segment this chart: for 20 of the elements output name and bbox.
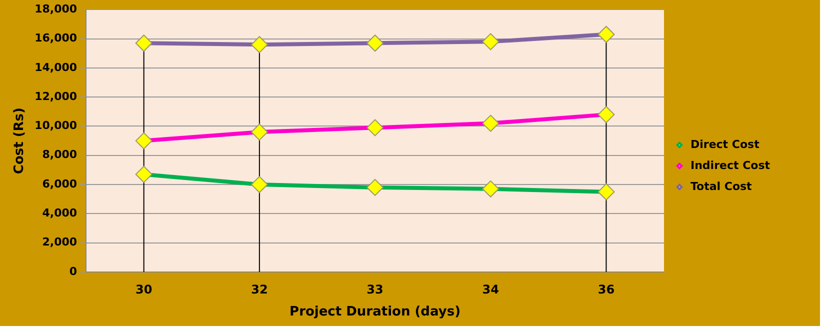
y-tick-label: 2,000: [42, 236, 78, 249]
x-tick-label: 34: [482, 282, 499, 296]
y-tick-label: 0: [69, 264, 78, 278]
x-axis-title: Project Duration (days): [290, 304, 461, 320]
legend-label: Total Cost: [690, 180, 752, 193]
y-tick-label: 12,000: [34, 90, 78, 103]
x-tick-label: 33: [366, 282, 384, 296]
y-tick-label: 14,000: [34, 60, 78, 74]
y-tick-label: 4,000: [42, 206, 78, 220]
y-tick-label: 16,000: [34, 32, 78, 45]
legend-label: Indirect Cost: [690, 158, 770, 172]
y-axis-title: Cost (Rs): [12, 108, 28, 174]
y-tick-label: 8,000: [42, 148, 78, 162]
y-tick-label: 10,000: [34, 119, 78, 132]
legend-label: Direct Cost: [690, 138, 760, 151]
x-tick-label: 30: [135, 282, 152, 296]
x-tick-label: 32: [251, 282, 268, 296]
y-tick-label: 18,000: [34, 2, 78, 16]
x-tick-label: 36: [598, 282, 615, 296]
y-tick-label: 6,000: [42, 177, 78, 190]
